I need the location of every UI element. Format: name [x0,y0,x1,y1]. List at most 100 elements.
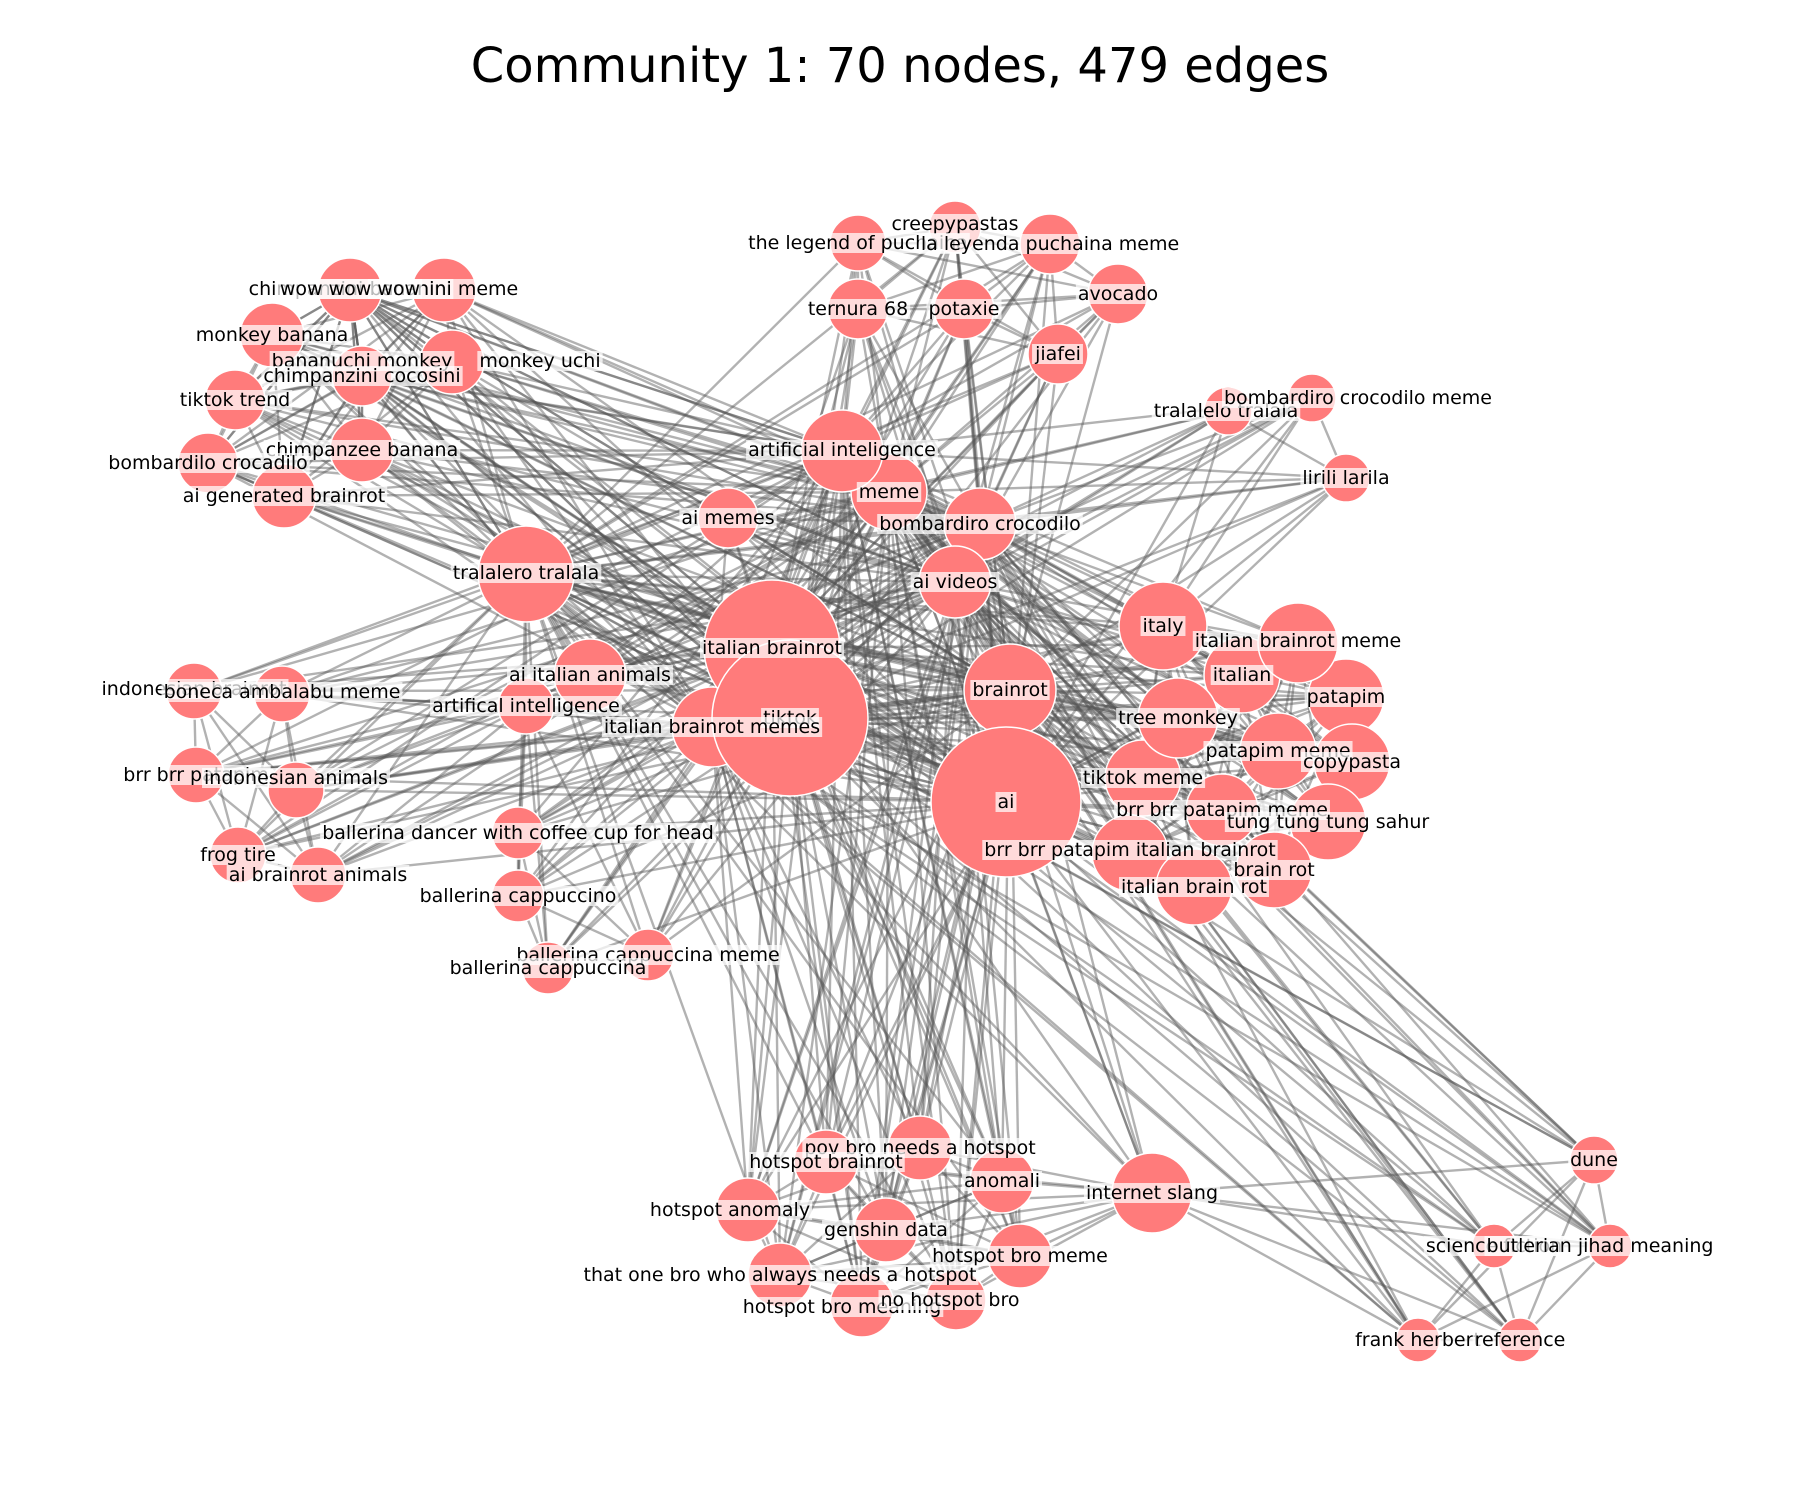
label-background [1210,665,1274,685]
edge-italian_brainrot_memes-pov_bro_needs_a_hotspot [710,726,922,1149]
node-label-dune: dune [1568,1149,1620,1171]
node-label-creepypastas: creepypastas [889,213,1021,235]
edge-ballerina_cappuccina_meme-tralalero_tralala [524,573,650,956]
label-background [193,325,351,345]
edge-bombardiro_crocodilo-brr_brr_patapim_meme [979,523,1223,811]
edge-indonesian_animals-tralalero_tralala [295,573,527,791]
edge-bananuchi_monkey-brainrot [361,373,1011,692]
label-background [1353,1330,1483,1350]
edge-frank_herbert-meme [887,491,1420,1341]
edge-bombardiro_crocodilo-hotspot_brainrot [824,523,982,1163]
node-label-text: boneca ambalabu meme [164,681,401,703]
edge-ballerina_cappuccina-italian_brainrot_memes [547,726,713,969]
label-background [447,958,649,978]
node-label-italian: italian [1210,664,1274,686]
node-label-text: copypasta [1303,751,1401,773]
label-background [746,233,970,253]
edge-artifical_intelligence-ballerina_cappuccino [516,705,528,897]
edge-ai_videos-anomali [953,581,1004,1182]
node-label-bombardilo-crocadilo: bombardilo crocadilo [106,452,310,474]
edge-ai-boneca_ambalabu_meme [281,692,1007,804]
node-label-italian-brainrot: italian brainrot [700,637,844,659]
label-background [982,840,1278,860]
edge-artificial_inteligence-creepypastas [840,226,957,452]
node-label-butlerian-jihad-meaning: butlerian jihad meaning [1484,1235,1716,1257]
node-label-copypasta: copypasta [1300,751,1404,773]
node-label-text: the legend of puchaina [748,232,968,254]
node-label-text: wow wow wow [280,278,420,300]
node-label-genshin-data: genshin data [822,1219,950,1241]
edge-artificial_inteligence-avocado [841,292,1119,453]
node-label-text: ai italian animals [509,664,671,686]
node-label-text: tiktok trend [180,389,290,411]
node-label-text: hotspot brainrot [749,1151,903,1173]
edge-hotspot_bro_meme-meme [887,491,1022,1257]
edge-butlerian_jihad_meaning-frank_herbert [1417,1244,1611,1342]
node-label-reference: reference [1472,1329,1568,1351]
label-background [477,351,603,371]
edge-ai_brainrot_animals-artifical_intelligence [317,705,527,876]
label-background [1231,860,1317,880]
label-background [1304,687,1388,707]
node-label-text: brr brr patapim italian brainrot [984,839,1275,861]
label-background [1472,1330,1568,1350]
edge-chimpanzini_cocosini-meme [361,374,890,494]
edge-reference-tiktok [789,717,1521,1341]
edge-ai_videos-chimpanzini_cocosini [361,374,956,584]
edge-bombardiro_crocodilo-hotspot_anomaly [746,523,982,1211]
edge-artifical_intelligence-brr_brr_patapim [195,704,527,777]
node-label-text: tralalero tralala [453,562,600,584]
edge-italian_brainrot-reference [771,647,1521,1341]
label-background [1116,708,1240,728]
node-label-tung-tung-tung-sahur: tung tung tung sahur [1224,811,1432,833]
node-label-hotspot-anomaly: hotspot anomaly [647,1199,813,1221]
edge-hotspot_brainrot-meme [824,491,891,1163]
edge-ai_memes-brainrot [727,516,1011,692]
edge-ai-frank_herbert [1005,801,1419,1341]
node-label-boneca-ambalabu-meme: boneca ambalabu meme [161,681,403,703]
label-background [1032,344,1083,364]
edge-meme-tralalelo_tralala [888,409,1229,494]
node-label-hotspot-bro-meme: hotspot bro meme [930,1245,1110,1267]
label-background [450,563,602,583]
label-background [430,696,622,716]
node-label-ai-brainrot-animals: ai brainrot animals [226,864,410,886]
edge-bombardiro_crocodilo-la_leyenda_puchaina_meme [978,243,1052,525]
node-label-meme: meme [856,481,922,503]
node-label-text: monkey banana [196,324,349,346]
edge-meme-tiktok_trend [234,398,890,494]
edge-hotspot_bro_meaning-tiktok [788,717,864,1306]
node-label-text: ai generated brainrot [183,485,385,507]
node-label-text: internet slang [1086,1182,1218,1204]
edge-anomali-tiktok [788,717,1004,1182]
edge-la_leyenda_puchaina_meme-ternura_68 [857,242,1051,311]
edge-ai_videos-boneca_ambalabu_meme [281,580,956,696]
edge-ai-chimpanzee_banana [361,448,1007,804]
node-label-potaxie: potaxie [926,298,1002,320]
node-label-text: butlerian jihad meaning [1487,1235,1714,1257]
node-label-ai: ai [995,791,1017,813]
node-label-italy: italy [1140,615,1186,637]
node-label-text: la leyenda puchaina meme [921,233,1179,255]
node-label-text: bombardiro crocodilo [879,513,1081,535]
node-label-text: ballerina cappuccino [420,885,617,907]
edge-jiafei-tralalero_tralala [525,352,1059,576]
label-background [926,299,1002,319]
edge-lirili_larila-meme [888,476,1347,494]
edge-ai_italian_animals-meme [589,490,890,677]
node-label-la-leyenda-puchaina-meme: la leyenda puchaina meme [918,233,1182,255]
label-background [1484,1236,1716,1256]
edge-bombardiro_crocodilo-tralalelo_tralala [979,409,1229,526]
edge-ai_videos-hotspot_bro_meaning [860,581,957,1306]
edge-ai_videos-bananuchi_monkey [361,373,956,584]
node-label-italian-brain-rot: italian brain rot [1119,876,1269,898]
node-label-text: anomali [964,1170,1040,1192]
edge-bombardilo_crocadilo-bombardiro_crocodilo [207,461,981,526]
label-background [1192,631,1404,651]
node-label-text: italian [1213,664,1272,686]
node-label-jiafei: jiafei [1032,343,1083,365]
node-label-text: italian brainrot [702,637,842,659]
edge-ai-that_one_bro [778,801,1008,1276]
node-label-text: frog tire [200,844,276,866]
edge-bombardiro_crocodilo-creepypastas [953,226,982,525]
